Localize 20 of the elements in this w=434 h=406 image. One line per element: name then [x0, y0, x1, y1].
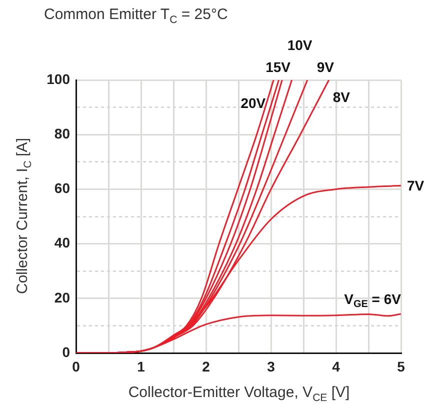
y-tick-label: 20 — [54, 289, 70, 306]
series-label: 10V — [287, 37, 313, 53]
x-tick-label: 5 — [397, 358, 406, 374]
x-tick-label: 1 — [137, 358, 146, 374]
x-tick-label: 3 — [267, 358, 276, 374]
series-label: 9V — [316, 59, 335, 75]
y-tick-label: 60 — [54, 180, 70, 196]
y-tick-label: 80 — [54, 125, 70, 142]
series-label: 7V — [407, 178, 425, 194]
x-tick-label: 0 — [72, 358, 80, 374]
x-tick-label: 2 — [202, 358, 210, 374]
series-label: 20V — [240, 95, 266, 111]
series-label: 8V — [332, 89, 351, 105]
y-tick-label: 40 — [54, 234, 70, 251]
chart-title: Common Emitter T$_{C}$ = 25°C — [44, 6, 228, 26]
x-axis-title: Collector-Emitter Voltage, V$_{CE}$ [V] — [127, 384, 351, 404]
y-tick-label: 100 — [46, 70, 70, 87]
series-label: 15V — [266, 59, 292, 75]
x-tick-label: 4 — [332, 358, 340, 374]
y-tick-label: 0 — [62, 344, 70, 360]
